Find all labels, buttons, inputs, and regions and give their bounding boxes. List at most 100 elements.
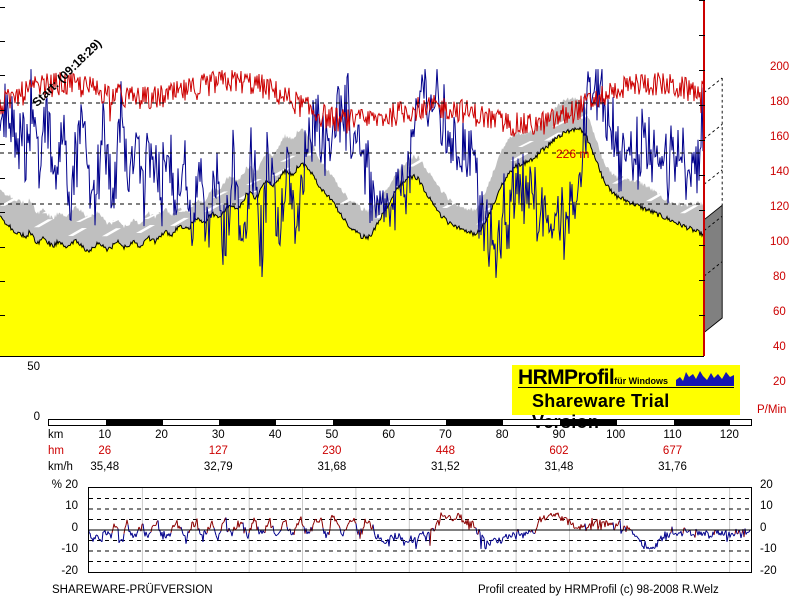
axis-tick-kmh-mark — [0, 75, 5, 76]
axis-tick-mark — [699, 245, 705, 246]
axis-tick-pulse-40: 40 — [773, 341, 786, 353]
pulse-line — [0, 70, 704, 137]
axis-unit-km: km — [48, 429, 64, 441]
axis-tick-kmh-mark — [0, 41, 5, 42]
x-tick-90: 90 — [552, 429, 566, 441]
logo-tagline: Shareware Trial Version — [532, 391, 670, 432]
kmh-split-90: 31,48 — [544, 461, 574, 473]
hm-split-50: 230 — [322, 445, 342, 457]
row-unit-kmh: km/h — [48, 461, 73, 473]
axis-tick-hm-0: 0 — [33, 411, 40, 423]
axis-tick-mark — [699, 70, 705, 71]
logo-bars-icon — [676, 371, 734, 386]
axis-tick-pulse-200: 200 — [770, 61, 790, 73]
x-tick-10: 10 — [98, 429, 112, 441]
axis-tick-pct-r-m10: -10 — [760, 543, 777, 555]
axis-tick-pulse-140: 140 — [770, 166, 790, 178]
speed-line — [0, 69, 704, 278]
x-tick-80: 80 — [495, 429, 509, 441]
logo-title-profil: Profil — [564, 366, 615, 389]
scale-bar-segment — [332, 420, 390, 425]
axis-tick-mark — [699, 315, 705, 316]
axis-tick-mark — [699, 105, 705, 106]
axis-tick-kmh-mark — [0, 212, 5, 213]
axis-tick-pulse-60: 60 — [773, 306, 786, 318]
scale-bar-segment — [105, 420, 163, 425]
distance-scale-bar — [48, 419, 752, 426]
elevation-profile-chart[interactable] — [0, 0, 723, 357]
axis-tick-kmh-mark — [0, 7, 5, 8]
kmh-split-50: 31,68 — [317, 461, 347, 473]
axis-tick-pct-l-0: 0 — [71, 522, 78, 534]
footer-left: SHAREWARE-PRÜFVERSION — [52, 584, 213, 596]
x-tick-50: 50 — [325, 429, 339, 441]
axis-tick-pulse-80: 80 — [773, 271, 786, 283]
kmh-split-70: 31,52 — [431, 461, 460, 473]
logo-title-small: für Windows — [614, 376, 669, 386]
axis-tick-pct-l-m10: -10 — [61, 543, 78, 555]
logo-divider — [518, 387, 734, 388]
scale-bar-segment — [446, 420, 504, 425]
hm-split-90: 602 — [549, 445, 569, 457]
axis-tick-pct-r-20: 20 — [760, 479, 773, 491]
x-tick-30: 30 — [211, 429, 225, 441]
axis-tick-pulse-120: 120 — [770, 201, 790, 213]
profile-svg — [0, 69, 704, 356]
hrmprofil-watermark: HRMProfilfür Windows Shareware Trial Ver… — [512, 365, 740, 432]
axis-tick-kmh-mark — [0, 178, 5, 179]
axis-tick-hm-50: 50 — [27, 361, 40, 373]
kmh-split-110: 31,76 — [658, 461, 687, 473]
axis-tick-kmh-mark — [0, 110, 5, 111]
x-tick-120: 120 — [719, 429, 739, 441]
axis-tick-mark — [699, 210, 705, 211]
axis-tick-mark — [699, 35, 705, 36]
logo-title-hrm: HRM — [518, 366, 565, 389]
hm-split-70: 448 — [435, 445, 455, 457]
hm-split-110: 677 — [662, 445, 683, 457]
axis-tick-pct-r-m20: -20 — [760, 565, 777, 577]
scale-bar-segment — [559, 420, 617, 425]
axis-tick-kmh-mark — [0, 315, 5, 316]
axis-tick-pct-r-0: 0 — [760, 522, 767, 534]
axis-unit-percent: % 20 — [51, 479, 78, 491]
axis-tick-mark — [699, 175, 705, 176]
x-tick-110: 110 — [663, 429, 682, 441]
gradient-gridlines — [89, 498, 751, 562]
x-tick-100: 100 — [606, 429, 626, 441]
hm-split-30: 127 — [208, 445, 228, 457]
elevation-fill — [0, 127, 703, 356]
x-tick-40: 40 — [268, 429, 282, 441]
axis-tick-pulse-20: 20 — [773, 376, 786, 388]
footer-right: Profil created by HRMProfil (c) 98-2008 … — [478, 584, 719, 596]
kmh-split-30: 32,79 — [203, 461, 233, 473]
axis-tick-mark — [699, 0, 705, 1]
plot-axis-bottom — [0, 356, 704, 357]
axis-tick-pulse-180: 180 — [770, 96, 790, 108]
hm-split-10: 26 — [98, 445, 112, 457]
axis-tick-kmh-mark — [0, 247, 5, 248]
axis-tick-kmh-mark — [0, 144, 5, 145]
kmh-split-10: 35,48 — [90, 461, 120, 473]
x-tick-20: 20 — [155, 429, 168, 441]
axis-tick-pulse-100: 100 — [770, 236, 790, 248]
axis-tick-pct-r-10: 10 — [760, 500, 773, 512]
row-unit-hm: hm — [48, 445, 64, 457]
logo-title: HRMProfilfür Windows — [518, 366, 668, 390]
plot-canvas — [0, 69, 704, 356]
scale-bar-segment — [219, 420, 277, 425]
axis-tick-pct-l-m20: -20 — [61, 565, 78, 577]
axis-tick-mark — [699, 280, 705, 281]
axis-unit-pulse: P/Min — [757, 404, 787, 416]
gridlines-overlay — [0, 102, 704, 205]
axis-tick-pulse-160: 160 — [770, 131, 790, 143]
axis-tick-pct-l-10: 10 — [65, 500, 78, 512]
gradient-svg — [89, 488, 751, 572]
gradient-chart[interactable] — [88, 487, 752, 573]
pulse-trace — [0, 70, 704, 137]
x-tick-60: 60 — [382, 429, 396, 441]
pulse-axis-line — [703, 0, 705, 356]
chart-3d-wall — [704, 77, 723, 334]
scale-bar-segment — [673, 420, 731, 425]
speed-trace — [0, 69, 704, 278]
axis-tick-mark — [699, 140, 705, 141]
